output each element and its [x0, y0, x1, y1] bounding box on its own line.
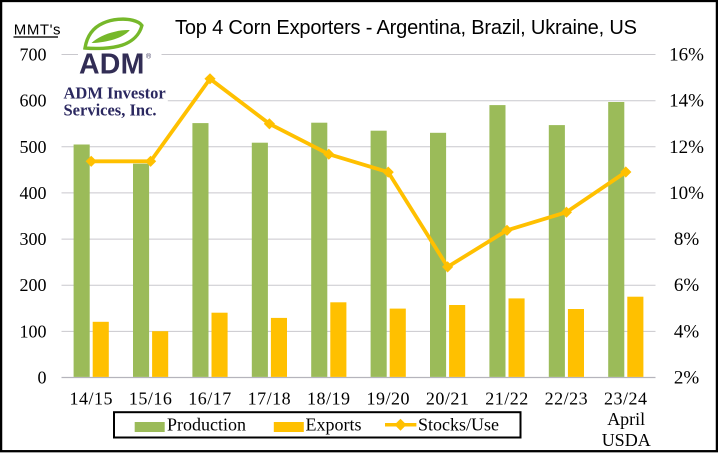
svg-text:Stocks/Use: Stocks/Use [418, 415, 499, 435]
svg-text:21/22: 21/22 [485, 389, 529, 409]
svg-text:2%: 2% [674, 368, 700, 389]
svg-text:Exports: Exports [306, 415, 362, 435]
svg-text:Services, Inc.: Services, Inc. [64, 100, 157, 119]
svg-text:April: April [607, 409, 645, 429]
svg-text:8%: 8% [674, 229, 700, 250]
svg-text:4%: 4% [674, 321, 700, 342]
svg-text:10%: 10% [669, 183, 704, 204]
svg-text:300: 300 [20, 229, 47, 249]
svg-text:ADM: ADM [79, 49, 145, 81]
svg-text:23/24: 23/24 [604, 389, 648, 409]
svg-text:MMT's: MMT's [14, 21, 61, 38]
svg-text:Top 4 Corn Exporters - Argenti: Top 4 Corn Exporters - Argentina, Brazil… [175, 17, 637, 39]
svg-text:12%: 12% [669, 137, 704, 158]
svg-text:14%: 14% [669, 91, 704, 112]
svg-text:USDA: USDA [602, 430, 651, 450]
svg-text:19/20: 19/20 [366, 389, 410, 409]
svg-text:100: 100 [20, 321, 47, 341]
svg-text:ADM Investor: ADM Investor [64, 84, 166, 103]
svg-text:6%: 6% [674, 275, 700, 296]
svg-text:400: 400 [20, 183, 47, 203]
svg-text:22/23: 22/23 [545, 389, 589, 409]
svg-text:20/21: 20/21 [426, 389, 470, 409]
svg-text:15/16: 15/16 [129, 389, 173, 409]
svg-text:500: 500 [20, 137, 47, 157]
svg-text:700: 700 [20, 45, 47, 65]
svg-text:Production: Production [167, 415, 246, 435]
svg-text:0: 0 [38, 368, 47, 388]
svg-text:18/19: 18/19 [307, 389, 351, 409]
svg-text:16%: 16% [669, 45, 704, 66]
svg-text:17/18: 17/18 [248, 389, 292, 409]
svg-text:16/17: 16/17 [188, 389, 232, 409]
svg-text:200: 200 [20, 275, 47, 295]
svg-text:14/15: 14/15 [69, 389, 113, 409]
svg-text:®: ® [146, 53, 152, 61]
svg-text:600: 600 [20, 91, 47, 111]
